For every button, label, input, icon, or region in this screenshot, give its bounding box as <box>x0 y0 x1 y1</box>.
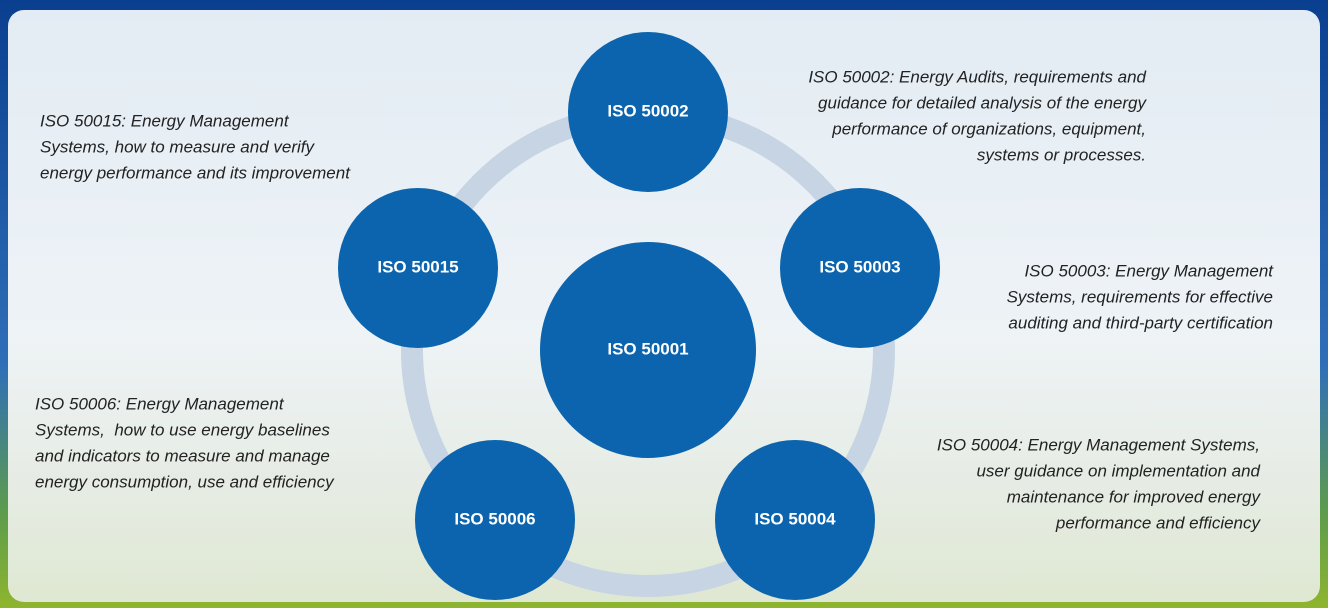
diagram: ISO 50001 ISO 50002 ISO 50002: Energy Audi… <box>0 0 1328 608</box>
node-description: energy performance and its improvement <box>40 163 351 182</box>
node-description: systems or processes. <box>977 145 1146 164</box>
node-description: ISO 50003: Energy Management <box>1024 261 1274 280</box>
node-description: performance and efficiency <box>1055 513 1262 532</box>
node-description: auditing and third-party certification <box>1008 313 1273 332</box>
node-description: ISO 50002: Energy Audits, requirements a… <box>808 67 1146 86</box>
node-label: ISO 50004 <box>754 509 836 528</box>
node-label: ISO 50006 <box>454 509 535 528</box>
node-label: ISO 50002 <box>607 101 688 120</box>
node-description: ISO 50006: Energy Management <box>35 394 285 413</box>
center-label: ISO 50001 <box>607 339 688 358</box>
node-label: ISO 50003 <box>819 257 900 276</box>
node-description: and indicators to measure and manage <box>35 446 330 465</box>
node-description: Systems, how to measure and verify <box>40 137 316 156</box>
node-description: performance of organizations, equipment, <box>831 119 1146 138</box>
node-description: user guidance on implementation and <box>976 461 1260 480</box>
node-description: guidance for detailed analysis of the en… <box>818 93 1147 112</box>
node-description: energy consumption, use and efficiency <box>35 472 335 491</box>
node-label: ISO 50015 <box>377 257 458 276</box>
node-description: Systems, how to use energy baselines <box>35 420 330 439</box>
node-description: ISO 50004: Energy Management Systems, <box>937 435 1260 454</box>
node-description: ISO 50015: Energy Management <box>40 111 290 130</box>
node-description: maintenance for improved energy <box>1007 487 1262 506</box>
node-description: Systems, requirements for effective <box>1007 287 1273 306</box>
